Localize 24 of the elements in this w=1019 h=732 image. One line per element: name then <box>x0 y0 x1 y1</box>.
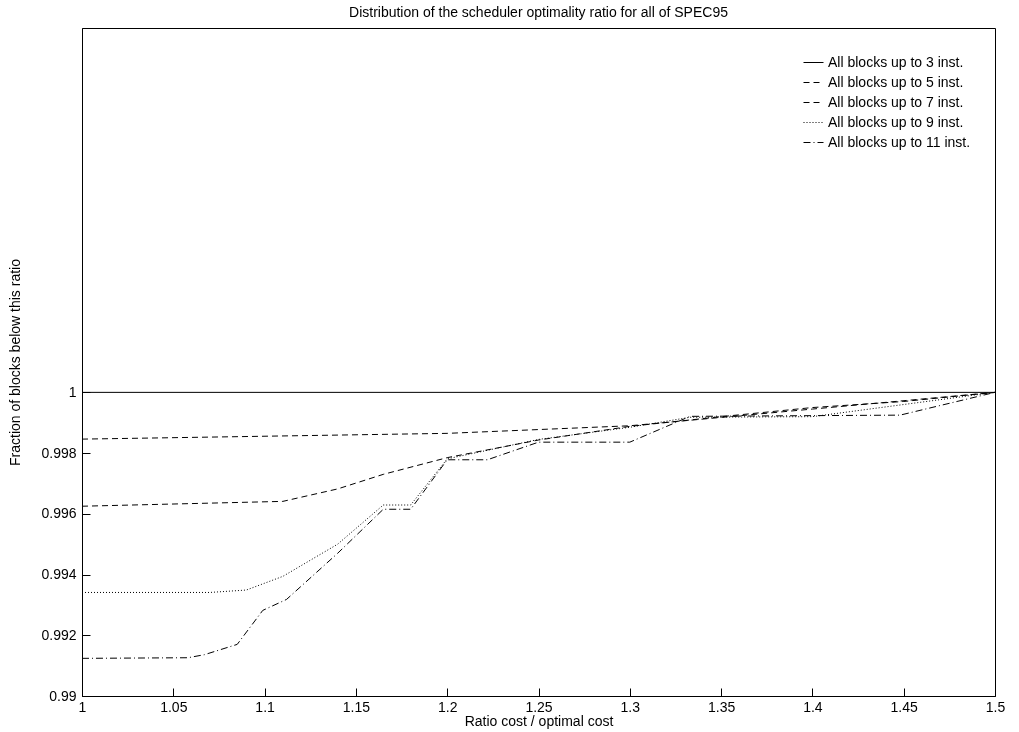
legend-label: All blocks up to 9 inst. <box>828 113 964 130</box>
y-tick-label: 0.996 <box>41 505 77 522</box>
x-tick-label: 1.3 <box>620 698 641 715</box>
y-axis-title: Fraction of blocks below this ratio <box>7 258 24 466</box>
x-axis-title: Ratio cost / optimal cost <box>464 712 614 729</box>
x-tick-label: 1.5 <box>985 698 1006 715</box>
x-tick-label: 1.2 <box>437 698 458 715</box>
x-tick-label: 1.1 <box>255 698 276 715</box>
x-tick-label: 1.05 <box>160 698 188 715</box>
y-tick-label: 0.992 <box>41 626 77 643</box>
x-tick-label: 1.35 <box>707 698 736 715</box>
y-tick-label: 1 <box>68 383 77 400</box>
x-tick-label: 1.25 <box>525 698 553 715</box>
y-tick-label: 0.998 <box>41 444 77 461</box>
legend-label: All blocks up to 5 inst. <box>828 73 964 90</box>
x-tick-label: 1.45 <box>890 698 919 715</box>
legend-label: All blocks up to 3 inst. <box>828 53 964 70</box>
x-tick-label: 1.4 <box>803 698 823 715</box>
y-tick-label: 0.994 <box>41 566 77 583</box>
y-tick-label: 0.99 <box>49 687 77 704</box>
legend-label: All blocks up to 7 inst. <box>828 93 964 110</box>
x-tick-label: 1.15 <box>342 698 371 715</box>
legend-label: All blocks up to 11 inst. <box>828 133 971 150</box>
chart-title: Distribution of the scheduler optimality ratio for all of SPEC95 <box>349 4 729 20</box>
